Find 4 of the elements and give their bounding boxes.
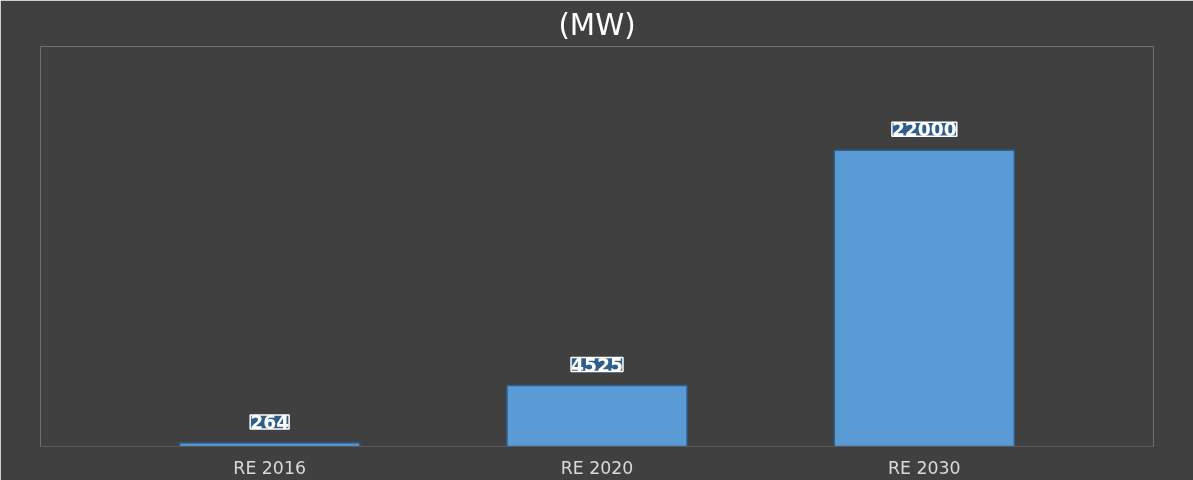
x-tick-label: RE 2030	[888, 457, 961, 478]
chart-title: (MW)	[558, 7, 636, 42]
x-tick-label: RE 2016	[233, 457, 306, 478]
x-tick-label: RE 2020	[560, 457, 634, 478]
